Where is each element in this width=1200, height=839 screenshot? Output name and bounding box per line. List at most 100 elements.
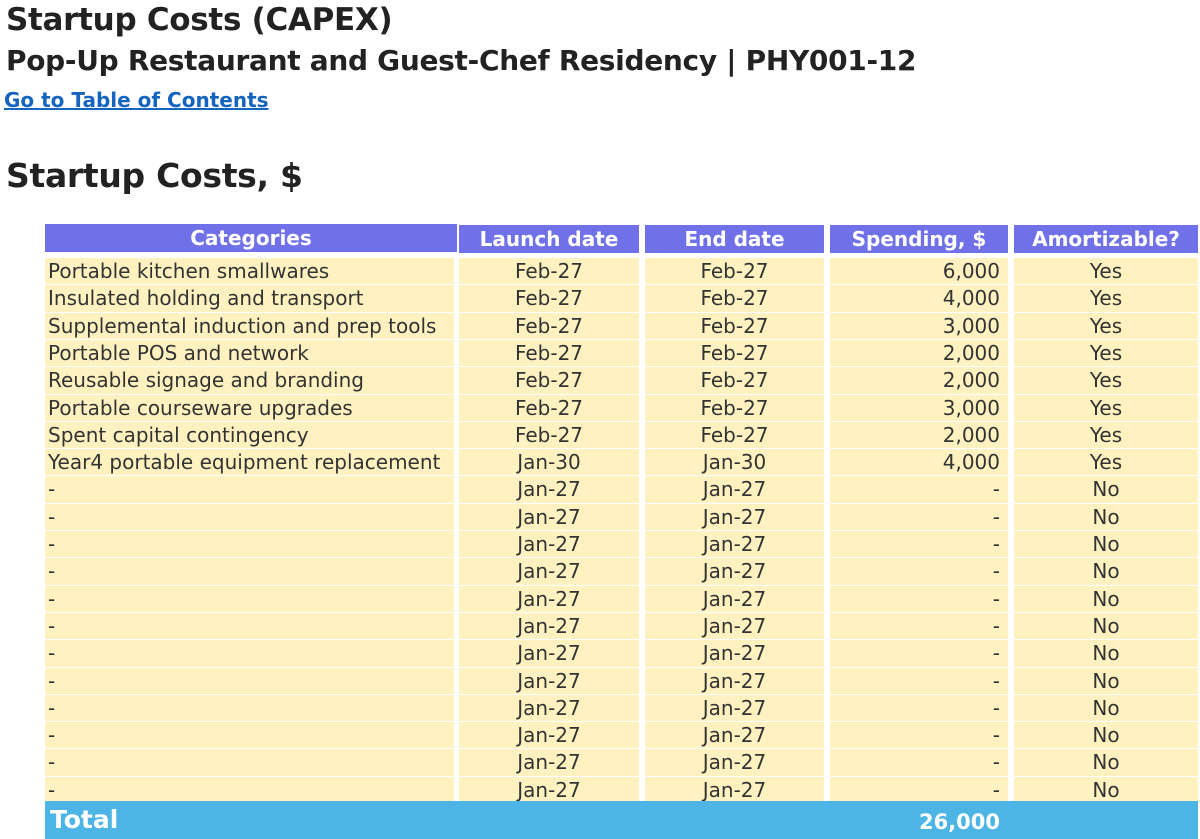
cell-category: - <box>45 586 454 612</box>
section-title: Startup Costs, $ <box>6 156 303 195</box>
cell-spending: - <box>830 668 1008 694</box>
cell-category: - <box>45 531 454 557</box>
cell-end-date: Feb-27 <box>645 367 824 394</box>
cell-end-date: Feb-27 <box>645 395 824 421</box>
cell-end-date: Jan-27 <box>645 749 824 776</box>
cell-launch-date: Jan-27 <box>459 749 639 776</box>
cell-category: Portable kitchen smallwares <box>45 258 454 284</box>
cell-category: - <box>45 504 454 530</box>
cell-launch-date: Feb-27 <box>459 285 639 312</box>
cell-amortizable: No <box>1014 722 1198 748</box>
cell-spending: 6,000 <box>830 258 1008 284</box>
cell-spending: - <box>830 722 1008 748</box>
cell-amortizable: Yes <box>1014 340 1198 366</box>
cell-launch-date: Jan-27 <box>459 531 639 557</box>
cell-launch-date: Feb-27 <box>459 313 639 339</box>
cell-end-date: Jan-27 <box>645 695 824 721</box>
cell-spending: - <box>830 749 1008 776</box>
cell-category: Portable POS and network <box>45 340 454 366</box>
cell-amortizable: No <box>1014 476 1198 503</box>
cell-spending: 4,000 <box>830 449 1008 475</box>
total-spending: 26,000 <box>918 810 1000 834</box>
cell-end-date: Jan-27 <box>645 640 824 667</box>
cell-launch-date: Jan-30 <box>459 449 639 475</box>
cell-end-date: Jan-27 <box>645 504 824 530</box>
cell-end-date: Jan-27 <box>645 586 824 612</box>
cell-launch-date: Feb-27 <box>459 395 639 421</box>
cell-end-date: Feb-27 <box>645 313 824 339</box>
cell-end-date: Feb-27 <box>645 285 824 312</box>
cell-launch-date: Jan-27 <box>459 613 639 639</box>
cell-spending: 3,000 <box>830 313 1008 339</box>
cell-end-date: Jan-30 <box>645 449 824 475</box>
cell-end-date: Jan-27 <box>645 531 824 557</box>
cell-launch-date: Jan-27 <box>459 586 639 612</box>
cell-spending: - <box>830 586 1008 612</box>
cell-spending: - <box>830 777 1008 803</box>
cell-launch-date: Jan-27 <box>459 668 639 694</box>
cell-amortizable: Yes <box>1014 395 1198 421</box>
cell-category: - <box>45 476 454 503</box>
header-amortizable: Amortizable? <box>1014 225 1198 253</box>
page-subtitle: Pop-Up Restaurant and Guest-Chef Residen… <box>6 44 917 77</box>
cell-category: - <box>45 668 454 694</box>
cell-launch-date: Feb-27 <box>459 340 639 366</box>
cell-category: Spent capital contingency <box>45 422 454 448</box>
cell-end-date: Feb-27 <box>645 422 824 448</box>
cell-end-date: Feb-27 <box>645 340 824 366</box>
cell-category: - <box>45 613 454 639</box>
cell-spending: - <box>830 504 1008 530</box>
cell-end-date: Jan-27 <box>645 777 824 803</box>
cell-spending: - <box>830 558 1008 585</box>
cell-category: Insulated holding and transport <box>45 285 454 312</box>
cell-end-date: Jan-27 <box>645 613 824 639</box>
cell-spending: - <box>830 640 1008 667</box>
cell-end-date: Feb-27 <box>645 258 824 284</box>
cell-end-date: Jan-27 <box>645 722 824 748</box>
cell-spending: - <box>830 531 1008 557</box>
cell-launch-date: Jan-27 <box>459 695 639 721</box>
cell-amortizable: No <box>1014 504 1198 530</box>
cell-end-date: Jan-27 <box>645 558 824 585</box>
cell-spending: 2,000 <box>830 340 1008 366</box>
cell-amortizable: No <box>1014 695 1198 721</box>
cell-category: Reusable signage and branding <box>45 367 454 394</box>
cell-spending: 2,000 <box>830 422 1008 448</box>
table-of-contents-link[interactable]: Go to Table of Contents <box>4 88 269 112</box>
cell-amortizable: Yes <box>1014 258 1198 284</box>
cell-category: Supplemental induction and prep tools <box>45 313 454 339</box>
total-label: Total <box>50 805 119 834</box>
cell-category: - <box>45 558 454 585</box>
cell-spending: 3,000 <box>830 395 1008 421</box>
cell-launch-date: Feb-27 <box>459 367 639 394</box>
cell-category: - <box>45 695 454 721</box>
cell-amortizable: Yes <box>1014 422 1198 448</box>
page-title: Startup Costs (CAPEX) <box>6 2 393 38</box>
total-row <box>45 801 1198 839</box>
cell-spending: - <box>830 613 1008 639</box>
header-categories: Categories <box>45 224 457 252</box>
cell-category: Year4 portable equipment replacement <box>45 449 454 475</box>
header-spending: Spending, $ <box>830 225 1008 253</box>
cell-launch-date: Jan-27 <box>459 777 639 803</box>
cell-launch-date: Jan-27 <box>459 504 639 530</box>
cell-category: - <box>45 777 454 803</box>
cell-amortizable: No <box>1014 586 1198 612</box>
cell-amortizable: Yes <box>1014 285 1198 312</box>
cell-category: - <box>45 722 454 748</box>
cell-launch-date: Jan-27 <box>459 558 639 585</box>
cell-spending: - <box>830 695 1008 721</box>
cell-launch-date: Feb-27 <box>459 422 639 448</box>
header-end-date: End date <box>645 225 824 253</box>
cell-spending: 2,000 <box>830 367 1008 394</box>
cell-amortizable: No <box>1014 777 1198 803</box>
cell-amortizable: No <box>1014 749 1198 776</box>
cell-category: - <box>45 749 454 776</box>
cell-amortizable: No <box>1014 558 1198 585</box>
cell-category: - <box>45 640 454 667</box>
cell-spending: - <box>830 476 1008 503</box>
cell-amortizable: Yes <box>1014 313 1198 339</box>
header-launch-date: Launch date <box>459 225 639 253</box>
cell-amortizable: No <box>1014 640 1198 667</box>
cell-amortizable: No <box>1014 531 1198 557</box>
